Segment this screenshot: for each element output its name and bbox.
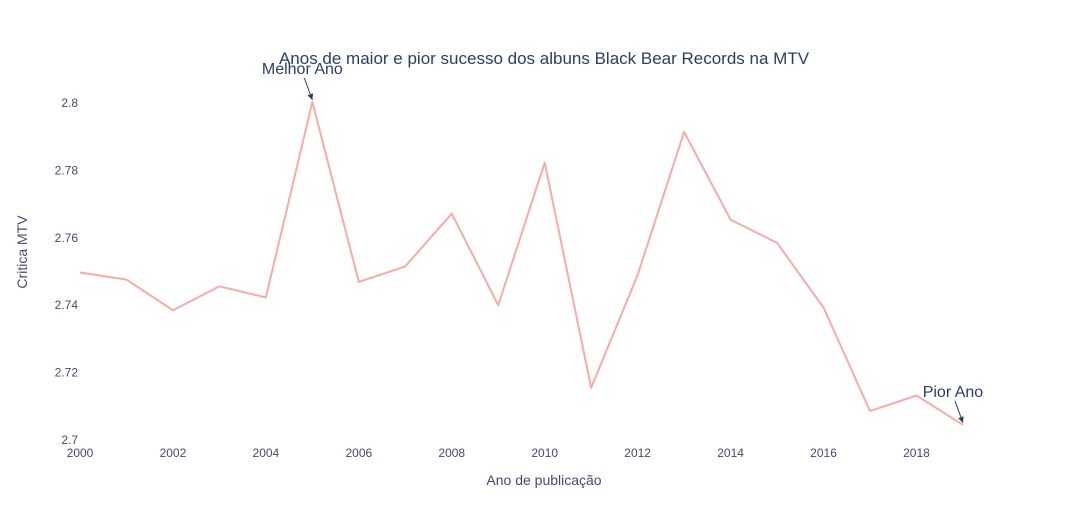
x-tick-label: 2010 xyxy=(531,446,558,460)
annotation-label: Melhor Ano xyxy=(262,61,343,78)
y-axis: 2.7 2.72 2.74 2.76 2.78 2.8 xyxy=(55,96,79,447)
x-tick-label: 2016 xyxy=(810,446,837,460)
y-tick-label: 2.8 xyxy=(61,96,78,110)
data-point xyxy=(776,242,778,244)
y-axis-title: Critica MTV xyxy=(14,215,30,289)
data-point xyxy=(125,279,127,281)
data-point xyxy=(730,219,732,221)
data-point xyxy=(869,410,871,412)
x-tick-label: 2000 xyxy=(67,446,94,460)
data-point xyxy=(451,213,453,215)
data-point xyxy=(358,281,360,283)
data-point xyxy=(404,265,406,267)
data-point xyxy=(79,272,81,274)
annotations: Melhor Ano Pior Ano xyxy=(262,61,984,424)
x-tick-label: 2018 xyxy=(903,446,930,460)
x-axis-title: Ano de publicação xyxy=(486,472,601,488)
data-point xyxy=(172,309,174,311)
x-tick-label: 2002 xyxy=(160,446,187,460)
data-point xyxy=(637,274,639,276)
data-point xyxy=(823,307,825,309)
data-point xyxy=(915,395,917,397)
data-point xyxy=(683,131,685,133)
y-tick-label: 2.76 xyxy=(55,231,79,245)
annotation-label: Pior Ano xyxy=(923,384,984,401)
y-tick-label: 2.78 xyxy=(55,163,79,177)
series-layer xyxy=(79,100,964,426)
y-tick-label: 2.72 xyxy=(55,366,79,380)
data-point xyxy=(218,285,220,287)
x-tick-label: 2014 xyxy=(717,446,744,460)
annotation-arrowhead xyxy=(307,93,314,100)
chart-title: Anos de maior e pior sucesso dos albuns … xyxy=(279,49,810,68)
x-tick-label: 2008 xyxy=(438,446,465,460)
x-tick-label: 2006 xyxy=(345,446,372,460)
y-tick-label: 2.7 xyxy=(61,433,78,447)
series-line xyxy=(79,100,964,426)
x-tick-label: 2004 xyxy=(253,446,280,460)
data-point xyxy=(962,424,964,426)
annotation-arrowhead xyxy=(958,416,964,423)
data-point xyxy=(311,101,313,103)
x-tick-label: 2012 xyxy=(624,446,651,460)
data-point xyxy=(265,296,267,298)
data-point xyxy=(590,387,592,389)
data-point xyxy=(544,162,546,164)
x-axis: 2000 2002 2004 2006 2008 2010 2012 2014 2016 2018 xyxy=(67,446,930,460)
data-point xyxy=(497,304,499,306)
y-tick-label: 2.74 xyxy=(55,298,79,312)
